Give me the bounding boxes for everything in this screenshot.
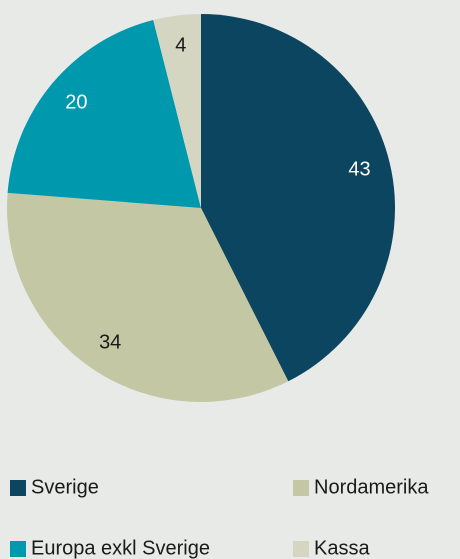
legend-swatch xyxy=(293,480,309,496)
data-label: 34 xyxy=(99,332,121,354)
legend-swatch xyxy=(10,541,26,557)
pie-slice xyxy=(201,14,395,382)
data-label: 4 xyxy=(175,35,186,57)
legend-swatch xyxy=(293,541,309,557)
legend-label: Europa exkl Sverige xyxy=(31,537,210,559)
data-label: 20 xyxy=(65,91,87,113)
pie-slice xyxy=(7,19,202,209)
legend-swatch xyxy=(10,480,26,496)
data-label: 43 xyxy=(348,159,370,181)
legend-label: Kassa xyxy=(314,537,370,559)
pie-slice xyxy=(6,192,289,402)
legend-label: Nordamerika xyxy=(314,476,429,498)
pie-slice xyxy=(153,14,201,208)
legend-label: Sverige xyxy=(31,476,99,498)
